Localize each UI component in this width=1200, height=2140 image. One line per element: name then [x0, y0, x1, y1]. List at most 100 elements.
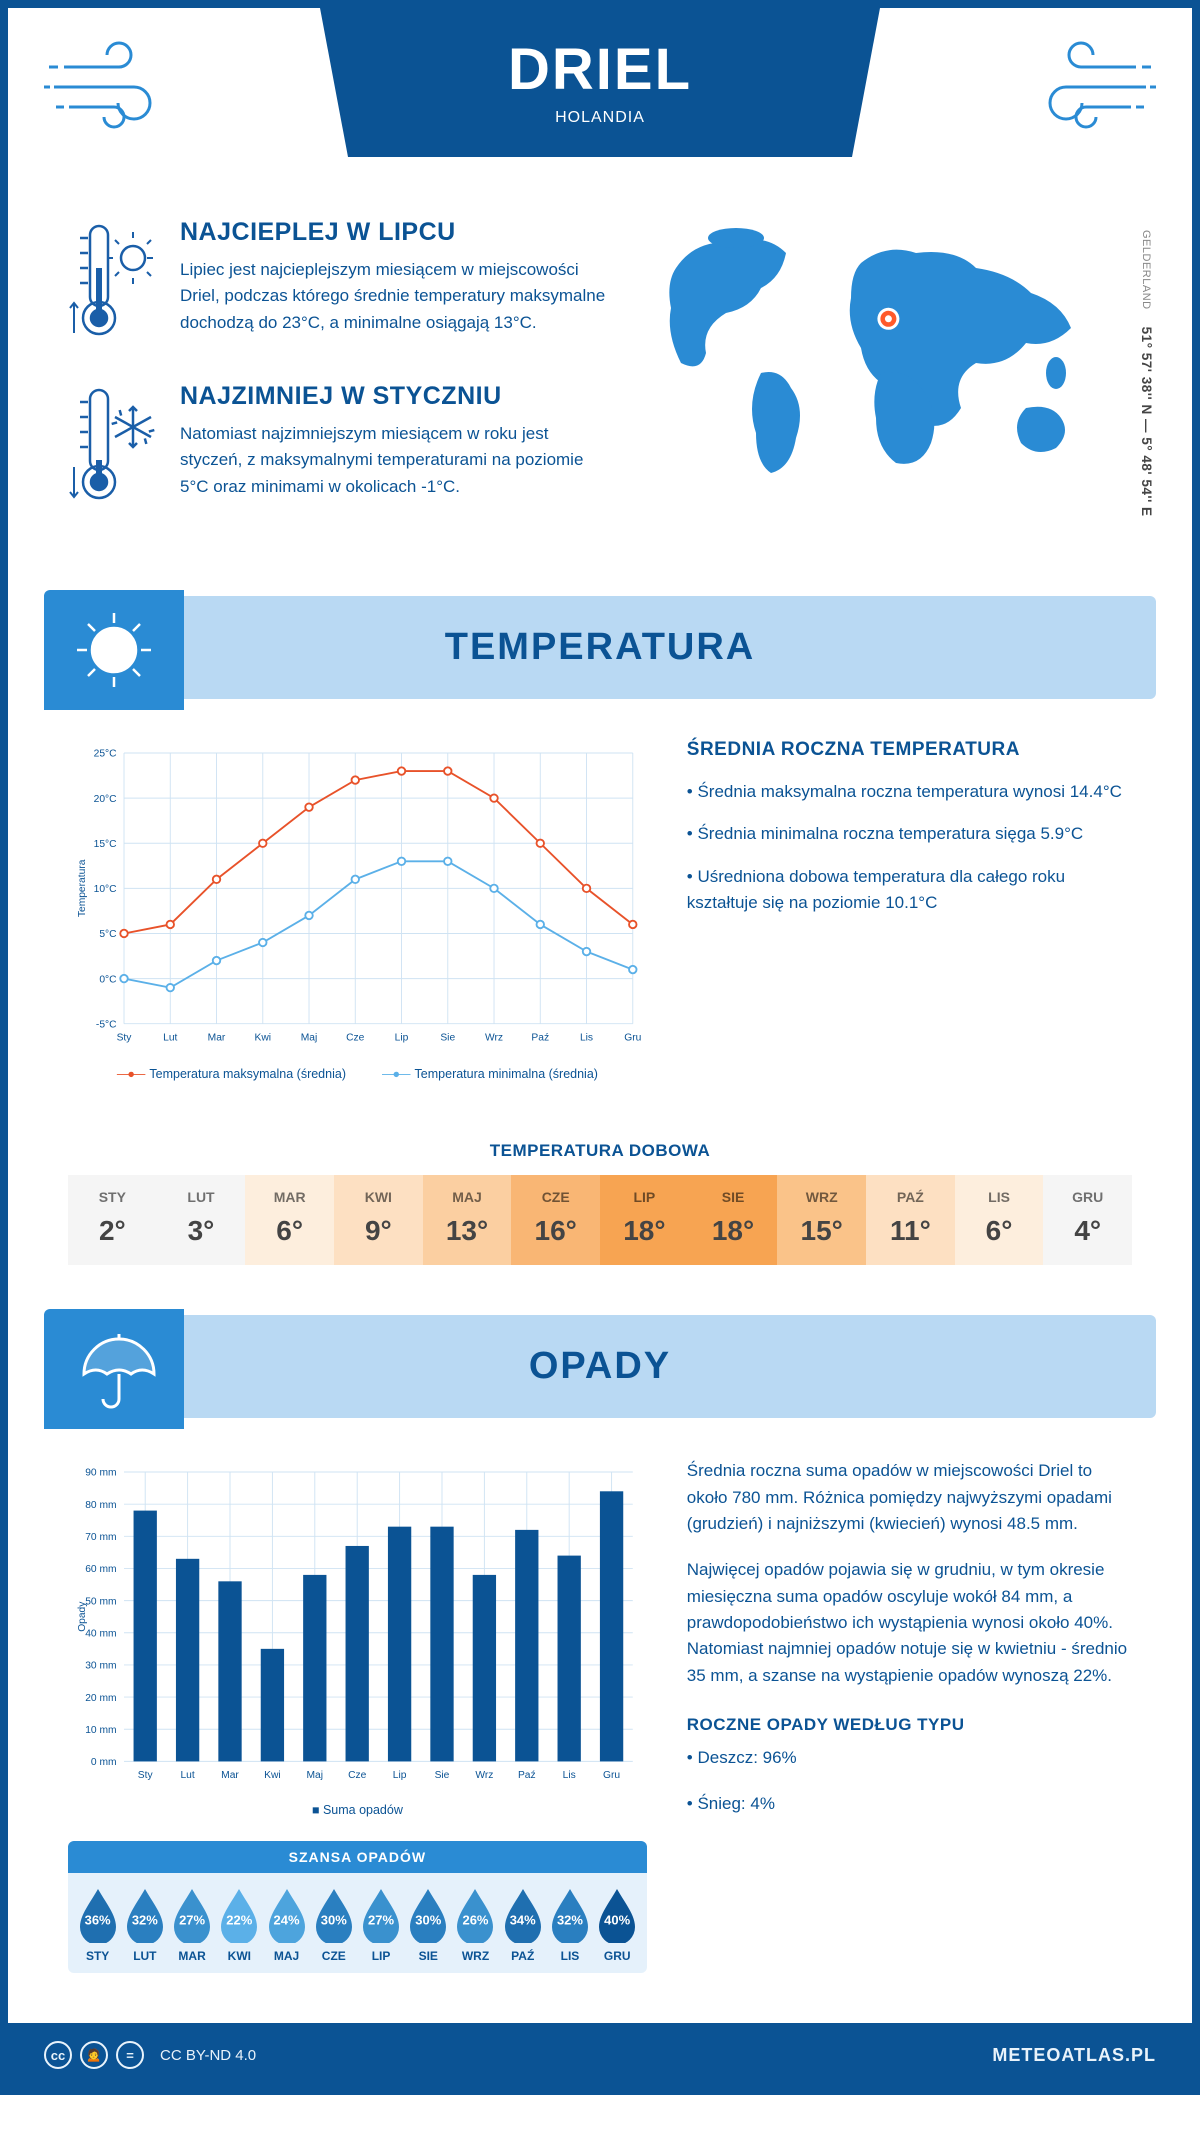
page: DRIEL HOLANDIA NAJCIEPLEJ W LIPCU Lipiec… [0, 0, 1200, 2095]
wind-icon-right [1026, 32, 1156, 142]
temperature-banner: TEMPERATURA [44, 596, 1156, 699]
nd-icon: = [116, 2041, 144, 2069]
svg-text:Gru: Gru [624, 1033, 641, 1044]
chance-cell: 30%CZE [310, 1887, 357, 1963]
by-icon: 🙍 [80, 2041, 108, 2069]
coordinates: GELDERLAND 51° 57' 38'' N — 5° 48' 54'' … [1139, 230, 1154, 517]
temperature-chart: -5°C0°C5°C10°C15°C20°C25°CStyLutMarKwiMa… [68, 739, 647, 1081]
intro-text-column: NAJCIEPLEJ W LIPCU Lipiec jest najcieple… [68, 218, 610, 546]
coldest-block: NAJZIMNIEJ W STYCZNIU Natomiast najzimni… [68, 382, 610, 512]
rain-info-p1: Średnia roczna suma opadów w miejscowośc… [687, 1458, 1132, 1537]
svg-text:20 mm: 20 mm [85, 1693, 116, 1704]
rain-chance-box: SZANSA OPADÓW 36%STY32%LUT27%MAR22%KWI24… [68, 1841, 647, 1973]
coldest-text: Natomiast najzimniejszym miesiącem w rok… [180, 421, 610, 500]
header-banner: DRIEL HOLANDIA [320, 8, 880, 157]
intro-section: NAJCIEPLEJ W LIPCU Lipiec jest najcieple… [8, 188, 1192, 586]
svg-text:5°C: 5°C [99, 929, 117, 940]
svg-text:Lis: Lis [580, 1033, 593, 1044]
temperature-section: -5°C0°C5°C10°C15°C20°C25°CStyLutMarKwiMa… [8, 699, 1192, 1111]
svg-text:0°C: 0°C [99, 974, 117, 985]
chance-cell: 32%LUT [121, 1887, 168, 1963]
brand-text: METEOATLAS.PL [992, 2045, 1156, 2066]
map-column: GELDERLAND 51° 57' 38'' N — 5° 48' 54'' … [640, 218, 1132, 546]
warmest-title: NAJCIEPLEJ W LIPCU [180, 218, 610, 247]
cc-icons: cc 🙍 = [44, 2041, 144, 2069]
cc-icon: cc [44, 2041, 72, 2069]
daily-cell: STY2° [68, 1175, 157, 1265]
daily-cell: LIS6° [955, 1175, 1044, 1265]
svg-text:40 mm: 40 mm [85, 1629, 116, 1640]
daily-temp-title: TEMPERATURA DOBOWA [8, 1141, 1192, 1161]
warmest-block: NAJCIEPLEJ W LIPCU Lipiec jest najcieple… [68, 218, 610, 348]
rain-legend: Suma opadów [68, 1803, 647, 1817]
svg-text:Maj: Maj [301, 1033, 318, 1044]
chance-cell: 22%KWI [216, 1887, 263, 1963]
svg-text:25°C: 25°C [94, 749, 118, 760]
chance-cell: 34%PAŹ [499, 1887, 546, 1963]
wind-icon-left [44, 32, 174, 142]
chance-cell: 30%SIE [405, 1887, 452, 1963]
rain-type-1: • Śnieg: 4% [687, 1791, 1132, 1817]
legend-min: Temperatura minimalna (średnia) [382, 1067, 598, 1081]
svg-text:Gru: Gru [603, 1771, 620, 1782]
svg-text:Sty: Sty [138, 1771, 154, 1782]
svg-text:Wrz: Wrz [485, 1033, 503, 1044]
daily-temp-table: STY2°LUT3°MAR6°KWI9°MAJ13°CZE16°LIP18°SI… [68, 1175, 1132, 1265]
rain-banner: OPADY [44, 1315, 1156, 1418]
svg-text:Mar: Mar [221, 1771, 239, 1782]
rain-chance-row: 36%STY32%LUT27%MAR22%KWI24%MAJ30%CZE27%L… [68, 1873, 647, 1973]
svg-text:90 mm: 90 mm [85, 1468, 116, 1479]
temp-info-point-2: • Uśredniona dobowa temperatura dla całe… [687, 864, 1132, 917]
sun-banner-icon [44, 590, 184, 710]
temp-info-point-0: • Średnia maksymalna roczna temperatura … [687, 779, 1132, 805]
svg-text:30 mm: 30 mm [85, 1661, 116, 1672]
header: DRIEL HOLANDIA [8, 8, 1192, 188]
svg-text:Paź: Paź [531, 1033, 549, 1044]
chance-cell: 40%GRU [594, 1887, 641, 1963]
rain-info: Średnia roczna suma opadów w miejscowośc… [687, 1458, 1132, 1973]
daily-cell: LIP18° [600, 1175, 689, 1265]
temperature-legend: Temperatura maksymalna (średnia) Tempera… [68, 1067, 647, 1081]
svg-text:Paź: Paź [518, 1771, 536, 1782]
country-subtitle: HOLANDIA [320, 109, 880, 127]
svg-text:Lut: Lut [163, 1033, 177, 1044]
svg-text:0 mm: 0 mm [91, 1758, 117, 1769]
temp-info-title: ŚREDNIA ROCZNA TEMPERATURA [687, 739, 1132, 761]
svg-text:Kwi: Kwi [255, 1033, 272, 1044]
svg-text:Sie: Sie [435, 1771, 450, 1782]
svg-text:Lip: Lip [393, 1771, 407, 1782]
chance-cell: 27%LIP [357, 1887, 404, 1963]
chance-cell: 27%MAR [168, 1887, 215, 1963]
svg-text:10°C: 10°C [94, 884, 118, 895]
legend-max: Temperatura maksymalna (średnia) [117, 1067, 346, 1081]
map-marker-icon [877, 308, 899, 330]
chance-cell: 24%MAJ [263, 1887, 310, 1963]
svg-text:Temperatura: Temperatura [77, 859, 88, 917]
daily-cell: SIE18° [689, 1175, 778, 1265]
daily-cell: WRZ15° [777, 1175, 866, 1265]
daily-cell: CZE16° [511, 1175, 600, 1265]
svg-text:Maj: Maj [307, 1771, 324, 1782]
svg-text:Cze: Cze [348, 1771, 367, 1782]
svg-text:15°C: 15°C [94, 839, 118, 850]
footer: cc 🙍 = CC BY-ND 4.0 METEOATLAS.PL [8, 2023, 1192, 2087]
svg-text:Opady: Opady [77, 1601, 88, 1632]
svg-text:Lis: Lis [563, 1771, 576, 1782]
daily-cell: PAŹ11° [866, 1175, 955, 1265]
coldest-title: NAJZIMNIEJ W STYCZNIU [180, 382, 610, 411]
daily-cell: KWI9° [334, 1175, 423, 1265]
svg-text:-5°C: -5°C [96, 1019, 117, 1030]
warmest-text: Lipiec jest najcieplejszym miesiącem w m… [180, 257, 610, 336]
rain-type-title: ROCZNE OPADY WEDŁUG TYPU [687, 1715, 1132, 1735]
thermometer-cold-icon [68, 382, 158, 512]
rain-section: 0 mm10 mm20 mm30 mm40 mm50 mm60 mm70 mm8… [8, 1418, 1192, 1993]
umbrella-banner-icon [44, 1309, 184, 1429]
daily-cell: MAR6° [245, 1175, 334, 1265]
daily-cell: GRU4° [1043, 1175, 1132, 1265]
chance-cell: 32%LIS [546, 1887, 593, 1963]
thermometer-hot-icon [68, 218, 158, 348]
temperature-banner-text: TEMPERATURA [445, 626, 756, 668]
daily-cell: LUT3° [157, 1175, 246, 1265]
chance-cell: 26%WRZ [452, 1887, 499, 1963]
daily-cell: MAJ13° [423, 1175, 512, 1265]
